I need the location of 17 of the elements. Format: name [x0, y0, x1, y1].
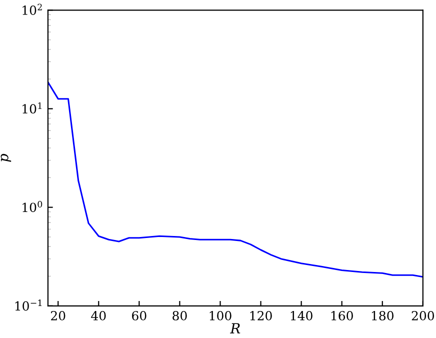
- x-tick-label: 40: [91, 310, 106, 320]
- x-axis-title: R: [230, 323, 240, 334]
- y-tick-label: 10$^{2}$: [22, 4, 42, 15]
- x-tick-label: 200: [412, 310, 434, 320]
- x-tick-label: 180: [372, 310, 394, 320]
- y-tick-label: 10$^{1}$: [22, 102, 42, 114]
- line-series: [48, 81, 423, 278]
- x-tick-label: 160: [331, 310, 353, 320]
- y-axis-title: p: [0, 154, 12, 162]
- x-tick-label: 80: [172, 310, 187, 320]
- x-tick-label: 140: [290, 310, 312, 320]
- y-tick-label: 10$^{−1}$: [15, 300, 42, 311]
- x-tick-label: 20: [50, 310, 66, 320]
- x-tick-label: 100: [210, 310, 232, 320]
- y-tick-label: 10$^{0}$: [22, 200, 42, 212]
- x-tick-label: 60: [132, 310, 146, 320]
- x-tick-label: 120: [250, 310, 272, 320]
